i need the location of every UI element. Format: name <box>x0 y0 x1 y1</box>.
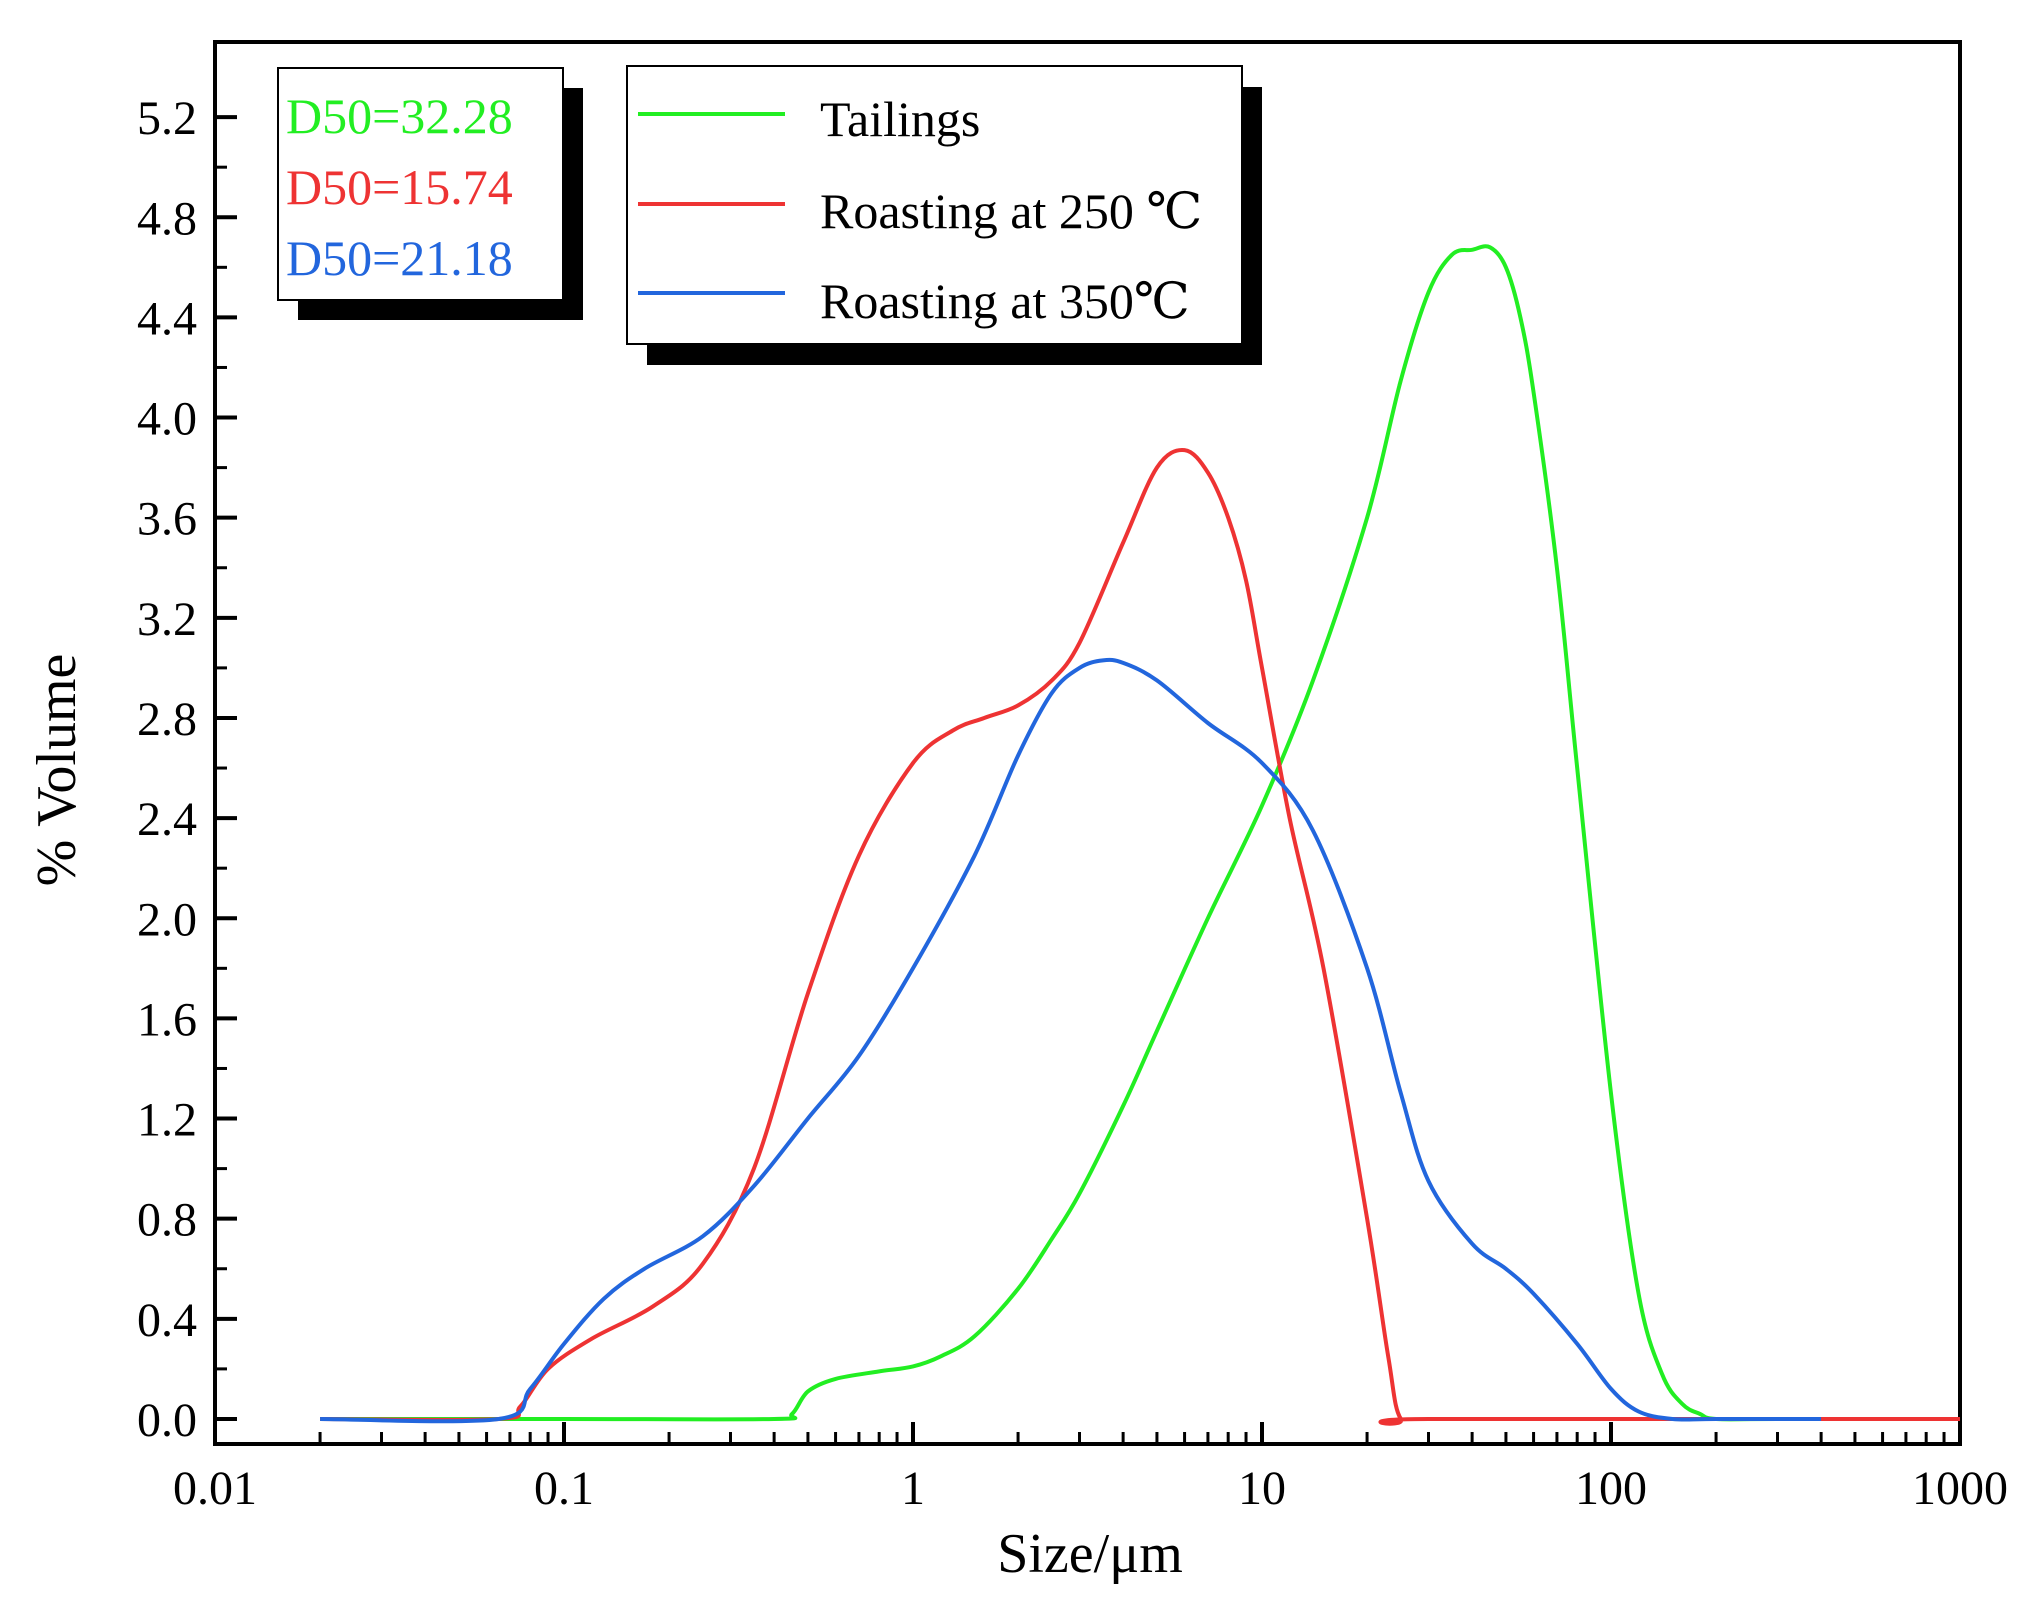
y-axis-label: % Volume <box>26 654 88 887</box>
x-axis-label: Size/μm <box>997 1523 1183 1585</box>
y-tick-label: 2.0 <box>137 893 197 946</box>
y-tick-label: 5.2 <box>137 92 197 145</box>
y-tick-label: 2.8 <box>137 693 197 746</box>
plot-frame <box>213 40 1962 1446</box>
y-tick-label: 1.6 <box>137 993 197 1046</box>
y-tick-label: 4.8 <box>137 192 197 245</box>
d50-250-label: D50=15.74 <box>286 159 513 215</box>
x-tick-label: 0.1 <box>534 1462 594 1515</box>
x-tick-label: 0.01 <box>173 1462 257 1515</box>
legend: Tailings Roasting at 250 ℃ Roasting at 3… <box>626 65 1262 365</box>
tick-labels: 0.0 0.4 0.8 1.2 1.6 2.0 2.4 2.8 3.2 3.6 4.0 4.4 4.8 5… <box>137 92 2008 1515</box>
y-tick-label: 3.2 <box>137 593 197 646</box>
x-tick-label: 10 <box>1238 1462 1286 1515</box>
series-line-0 <box>320 244 1960 1422</box>
series-lines <box>320 244 1960 1426</box>
plot-frame-group <box>213 40 1962 1446</box>
y-tick-label: 0.0 <box>137 1394 197 1447</box>
x-tick-label: 1000 <box>1912 1462 2008 1515</box>
x-tick-label: 1 <box>901 1462 925 1515</box>
d50-tailings-label: D50=32.28 <box>286 88 513 144</box>
d50-box-frame <box>277 67 564 301</box>
x-tick-label: 100 <box>1575 1462 1647 1515</box>
y-tick-label: 3.6 <box>137 493 197 546</box>
y-tick-label: 4.4 <box>137 292 197 345</box>
y-tick-label: 1.2 <box>137 1094 197 1147</box>
legend-label-tailings: Tailings <box>820 91 980 147</box>
y-tick-label: 2.4 <box>137 793 197 846</box>
y-tick-label: 0.8 <box>137 1194 197 1247</box>
series-line-2 <box>320 657 1822 1424</box>
y-tick-label: 0.4 <box>137 1294 197 1347</box>
legend-label-250: Roasting at 250 ℃ <box>820 183 1202 239</box>
axis-ticks <box>213 115 1962 1444</box>
d50-annotation-box: D50=32.28 D50=15.74 D50=21.18 <box>277 67 583 320</box>
legend-label-350: Roasting at 350℃ <box>820 273 1190 329</box>
y-tick-label: 4.0 <box>137 393 197 446</box>
series-line-1 <box>320 447 1960 1426</box>
d50-350-label: D50=21.18 <box>286 230 513 286</box>
